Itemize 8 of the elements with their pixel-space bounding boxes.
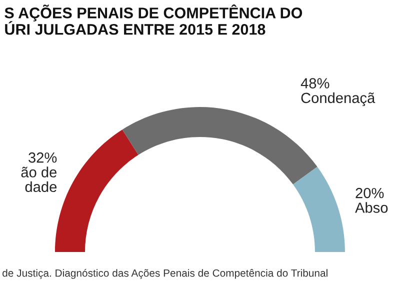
slice-label: ão de dade bbox=[21, 166, 57, 192]
data-label: 48% bbox=[300, 78, 330, 88]
data-label: 32% bbox=[28, 152, 57, 163]
data-label: 20% bbox=[356, 188, 384, 198]
chart-title: S AÇÕES PENAIS DE COMPETÊNCIA DO ÚRI JULGADAS ENTRE 2015 E 2018 bbox=[4, 4, 302, 35]
text: de Justiça. Diagnóstico das Ações Penais de Competência do Tribunal bbox=[2, 268, 328, 279]
slice-label: Condenaçã bbox=[301, 92, 376, 106]
slice-label: Abso bbox=[355, 202, 388, 213]
